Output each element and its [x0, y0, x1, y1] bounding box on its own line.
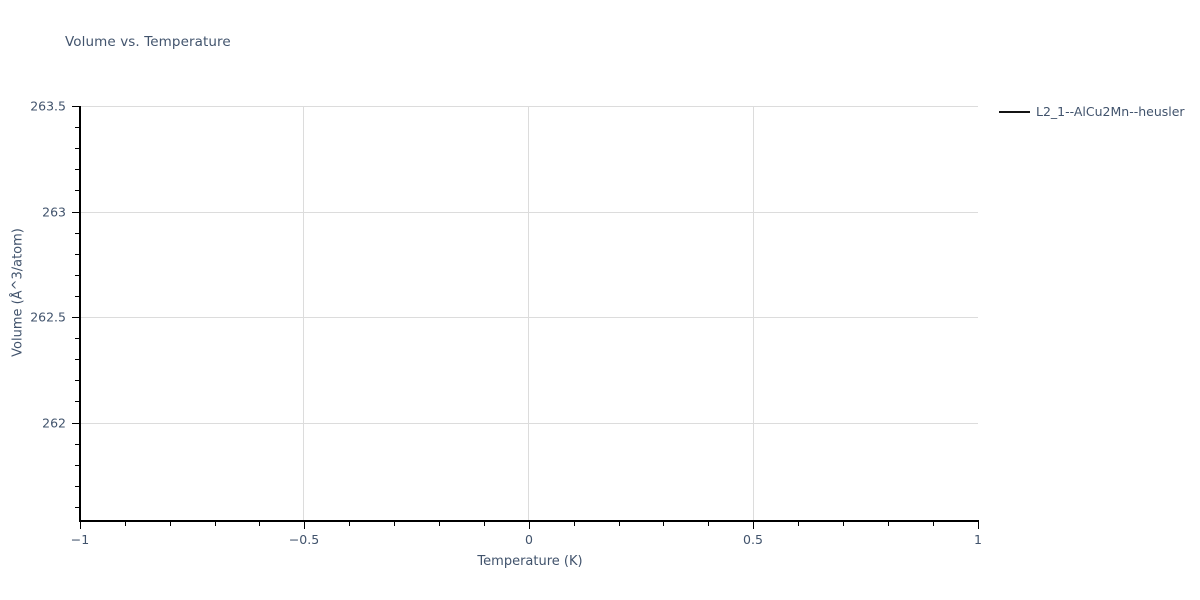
x-axis-tick-minor: [259, 521, 261, 526]
x-axis-tick-major: [304, 521, 306, 529]
y-axis-tick-minor: [75, 507, 80, 509]
gridline-vertical: [753, 106, 754, 521]
gridline-horizontal: [80, 212, 978, 213]
x-axis-tick-minor: [574, 521, 576, 526]
x-axis-tick-major: [978, 521, 980, 529]
x-axis-tick-minor: [349, 521, 351, 526]
x-axis-tick-major: [80, 521, 82, 529]
y-axis-tick-minor: [75, 275, 80, 277]
y-axis-tick-major: [72, 423, 80, 425]
y-axis-tick-major: [72, 106, 80, 108]
x-axis-tick-minor: [215, 521, 217, 526]
legend-entry-label: L2_1--AlCu2Mn--heusler: [1036, 104, 1185, 119]
y-axis-tick-minor: [75, 444, 80, 446]
x-axis-tick-label: −1: [70, 532, 90, 547]
x-axis-tick-minor: [798, 521, 800, 526]
y-axis-tick-major: [72, 212, 80, 214]
y-axis-tick-minor: [75, 359, 80, 361]
y-axis-tick-minor: [75, 254, 80, 256]
y-axis-tick-minor: [75, 233, 80, 235]
x-axis-title: Temperature (K): [477, 554, 583, 569]
x-axis-tick-minor: [394, 521, 396, 526]
y-axis-tick-label: 263.5: [30, 98, 66, 114]
y-axis-tick-minor: [75, 127, 80, 129]
x-axis-tick-minor: [619, 521, 621, 526]
y-axis-tick-minor: [75, 401, 80, 403]
y-axis-tick-major: [72, 317, 80, 319]
x-axis-tick-label: 0: [525, 532, 533, 547]
y-axis-tick-minor: [75, 148, 80, 150]
x-axis-tick-major: [753, 521, 755, 529]
x-axis-tick-minor: [708, 521, 710, 526]
y-axis-tick-minor: [75, 190, 80, 192]
y-axis-tick-minor: [75, 465, 80, 467]
y-axis-tick-minor: [75, 169, 80, 171]
y-axis-tick-minor: [75, 380, 80, 382]
y-axis-tick-minor: [75, 486, 80, 488]
y-axis-tick-label: 263: [42, 204, 66, 220]
x-axis-tick-label: 1: [974, 532, 982, 547]
y-axis-spine: [79, 106, 81, 522]
x-axis-tick-major: [529, 521, 531, 529]
x-axis-tick-minor: [888, 521, 890, 526]
gridline-vertical: [528, 106, 529, 521]
gridline-horizontal: [80, 317, 978, 318]
chart-legend: L2_1--AlCu2Mn--heusler: [999, 104, 1185, 119]
x-axis-tick-minor: [843, 521, 845, 526]
x-axis-spine: [79, 520, 979, 522]
chart-title: Volume vs. Temperature: [65, 34, 231, 50]
y-axis-tick-label: 262.5: [30, 309, 66, 325]
x-axis-tick-minor: [170, 521, 172, 526]
y-axis-tick-minor: [75, 296, 80, 298]
y-axis-tick-label: 262: [42, 415, 66, 431]
x-axis-tick-minor: [663, 521, 665, 526]
x-axis-tick-minor: [933, 521, 935, 526]
x-axis-tick-label: 0.5: [743, 532, 763, 547]
legend-entry[interactable]: L2_1--AlCu2Mn--heusler: [999, 104, 1185, 119]
x-axis-tick-label: −0.5: [288, 532, 320, 547]
y-axis-title: Volume (Å^3/atom): [10, 228, 26, 357]
plot-area: [80, 106, 978, 521]
gridline-vertical: [303, 106, 304, 521]
legend-line-swatch-icon: [999, 111, 1030, 114]
gridline-horizontal: [80, 423, 978, 424]
gridline-horizontal: [80, 106, 978, 107]
x-axis-tick-minor: [125, 521, 127, 526]
x-axis-tick-minor: [484, 521, 486, 526]
x-axis-tick-minor: [439, 521, 441, 526]
y-axis-tick-minor: [75, 338, 80, 340]
